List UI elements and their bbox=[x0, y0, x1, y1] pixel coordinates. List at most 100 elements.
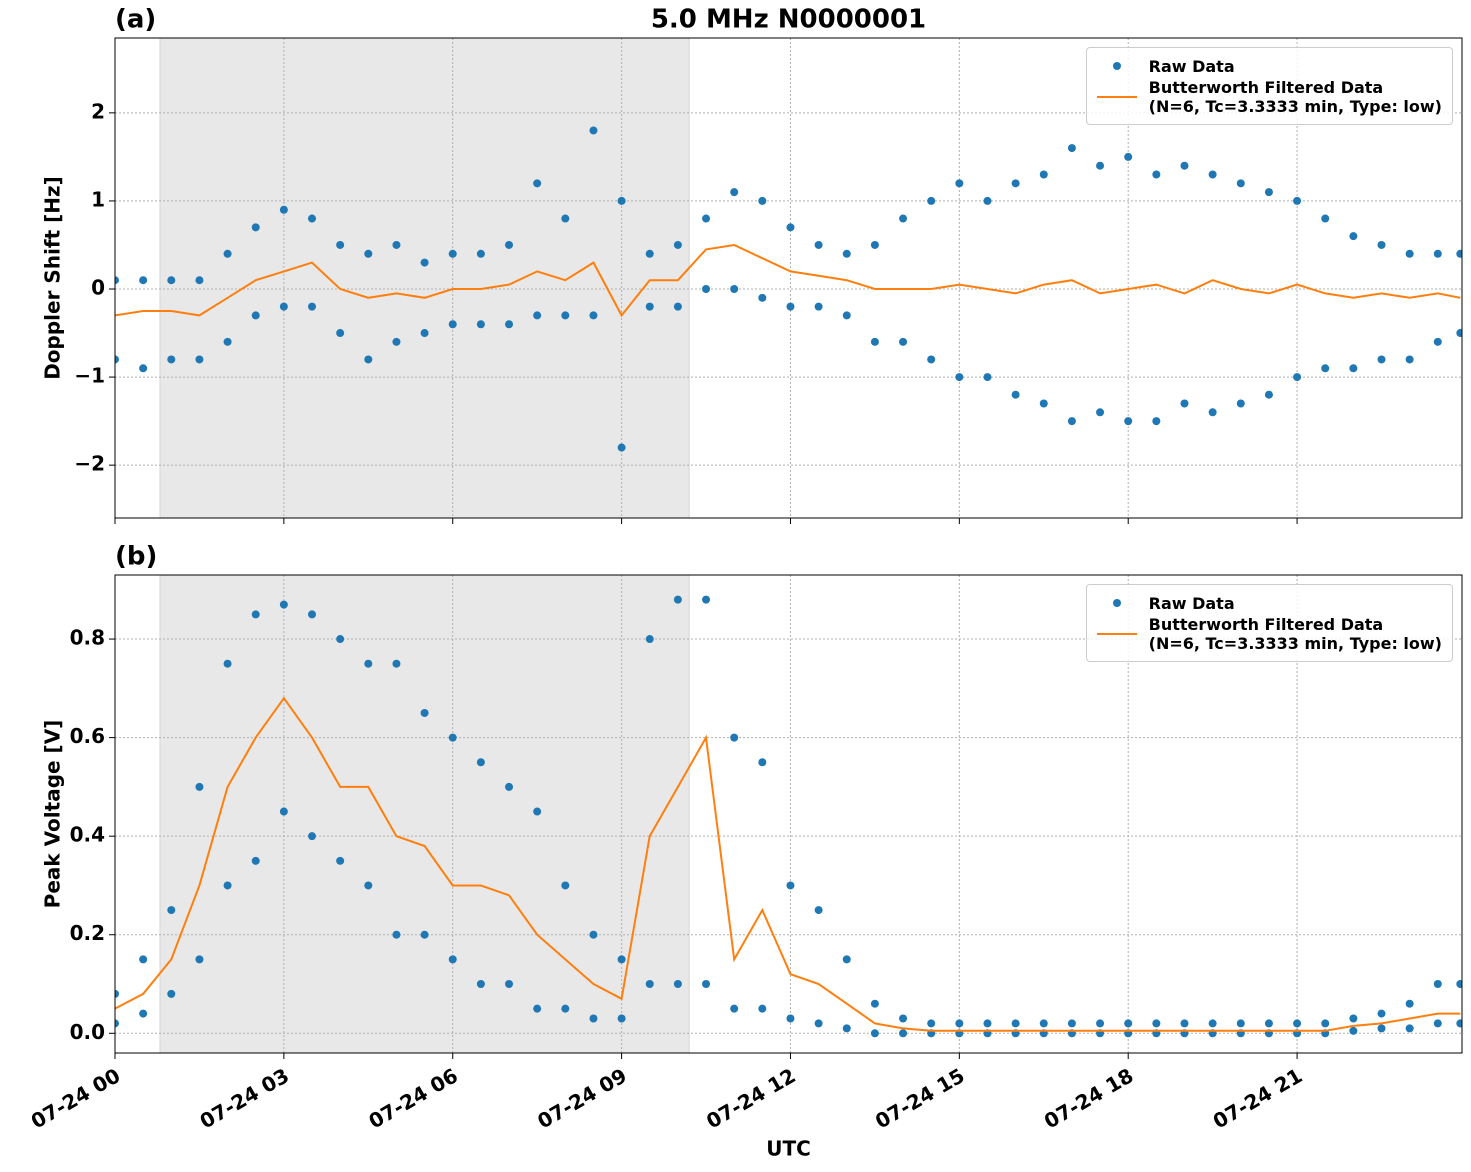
plot-area bbox=[115, 126, 1462, 452]
raw-point bbox=[1321, 1019, 1330, 1028]
raw-point bbox=[505, 782, 514, 791]
raw-point bbox=[899, 1029, 908, 1038]
legend-entry: Butterworth Filtered Data (N=6, Tc=3.333… bbox=[1096, 78, 1442, 116]
highlight-span bbox=[160, 575, 690, 1053]
raw-point bbox=[645, 249, 654, 258]
chart-title: 5.0 MHz N0000001 bbox=[651, 5, 926, 35]
legend: Raw Data Butterworth Filtered Data (N=6, … bbox=[1085, 584, 1453, 662]
raw-point bbox=[476, 320, 485, 329]
raw-point bbox=[1405, 355, 1414, 364]
raw-point bbox=[730, 733, 739, 742]
raw-point bbox=[870, 337, 879, 346]
legend-label: Raw Data bbox=[1148, 593, 1235, 613]
raw-point bbox=[702, 980, 711, 989]
legend-marker bbox=[1112, 599, 1121, 607]
raw-point bbox=[336, 329, 345, 338]
raw-point bbox=[251, 223, 260, 232]
raw-point bbox=[702, 214, 711, 223]
raw-point bbox=[758, 758, 767, 767]
raw-point bbox=[1264, 188, 1273, 197]
raw-point bbox=[814, 240, 823, 249]
raw-point bbox=[1349, 232, 1358, 241]
raw-point bbox=[1293, 1019, 1302, 1028]
y-tick-label: 0.4 bbox=[70, 823, 105, 847]
raw-point bbox=[505, 980, 514, 989]
y-tick-label: 0 bbox=[91, 276, 105, 300]
raw-point bbox=[195, 355, 204, 364]
x-axis-label: UTC bbox=[766, 1137, 811, 1161]
raw-point bbox=[364, 355, 373, 364]
legend-label: Butterworth Filtered Data (N=6, Tc=3.333… bbox=[1148, 615, 1442, 653]
legend-marker bbox=[1112, 62, 1121, 70]
raw-point bbox=[1039, 399, 1048, 408]
raw-point bbox=[1456, 1019, 1462, 1028]
raw-point bbox=[589, 311, 598, 320]
raw-point bbox=[533, 311, 542, 320]
raw-point bbox=[308, 214, 317, 223]
raw-point bbox=[870, 240, 879, 249]
raw-point bbox=[223, 337, 232, 346]
raw-point bbox=[1377, 1009, 1386, 1018]
raw-point bbox=[1067, 1019, 1076, 1028]
raw-point bbox=[1236, 179, 1245, 188]
raw-point bbox=[279, 205, 288, 214]
panel-label: (b) bbox=[115, 542, 157, 572]
raw-point bbox=[364, 659, 373, 668]
raw-point bbox=[336, 635, 345, 644]
raw-point bbox=[1349, 364, 1358, 373]
x-tick-label: 07-24 09 bbox=[533, 1063, 631, 1133]
raw-point bbox=[702, 595, 711, 604]
raw-point bbox=[279, 807, 288, 816]
raw-point bbox=[1456, 980, 1462, 989]
legend-key bbox=[1097, 56, 1137, 76]
raw-point bbox=[730, 188, 739, 197]
legend-label: Butterworth Filtered Data (N=6, Tc=3.333… bbox=[1148, 78, 1442, 116]
raw-point bbox=[673, 240, 682, 249]
legend-entry: Butterworth Filtered Data (N=6, Tc=3.333… bbox=[1096, 615, 1442, 653]
raw-point bbox=[167, 989, 176, 998]
raw-point bbox=[955, 373, 964, 382]
raw-point bbox=[814, 1019, 823, 1028]
raw-point bbox=[1236, 399, 1245, 408]
raw-point bbox=[589, 930, 598, 939]
raw-point bbox=[927, 1019, 936, 1028]
raw-point bbox=[448, 955, 457, 964]
raw-point bbox=[167, 355, 176, 364]
raw-point bbox=[251, 610, 260, 619]
raw-point bbox=[983, 196, 992, 205]
raw-point bbox=[1096, 408, 1105, 417]
raw-point bbox=[279, 600, 288, 609]
panel-label: (a) bbox=[115, 5, 156, 35]
raw-point bbox=[1208, 408, 1217, 417]
raw-point bbox=[645, 980, 654, 989]
raw-point bbox=[730, 285, 739, 294]
raw-point bbox=[139, 276, 148, 285]
raw-point bbox=[786, 881, 795, 890]
raw-point bbox=[1456, 329, 1462, 338]
raw-point bbox=[870, 999, 879, 1008]
raw-point bbox=[1208, 1019, 1217, 1028]
raw-point bbox=[505, 320, 514, 329]
legend-entry: Raw Data bbox=[1097, 593, 1442, 613]
raw-point bbox=[448, 249, 457, 258]
y-tick-label: 2 bbox=[91, 99, 105, 123]
x-tick-label: 07-24 12 bbox=[702, 1063, 800, 1133]
raw-point bbox=[1180, 161, 1189, 170]
raw-point bbox=[1293, 373, 1302, 382]
raw-point bbox=[279, 302, 288, 311]
raw-point bbox=[392, 930, 401, 939]
raw-point bbox=[476, 758, 485, 767]
raw-point bbox=[673, 302, 682, 311]
y-tick-label: 1 bbox=[91, 187, 105, 211]
raw-point bbox=[139, 364, 148, 373]
raw-point bbox=[617, 1014, 626, 1023]
raw-point bbox=[1152, 170, 1161, 179]
raw-point bbox=[533, 807, 542, 816]
raw-point bbox=[842, 955, 851, 964]
raw-point bbox=[842, 311, 851, 320]
raw-point bbox=[589, 1014, 598, 1023]
raw-point bbox=[899, 337, 908, 346]
x-tick-label: 07-24 18 bbox=[1040, 1063, 1138, 1133]
